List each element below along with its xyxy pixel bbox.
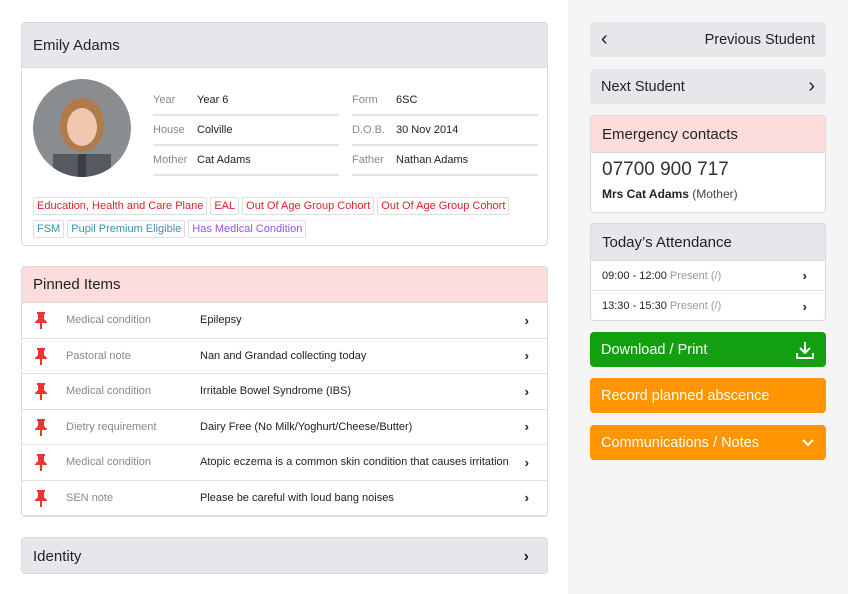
field-value: Nathan Adams <box>396 154 469 166</box>
attendance-session[interactable]: 13:30 - 15:30 Present (/) › <box>591 291 825 320</box>
pinned-item-type: Medical condition <box>66 385 151 398</box>
pin-icon <box>35 312 47 330</box>
record-absence-button[interactable]: Record planned abscence <box>590 378 826 413</box>
field-year: Year Year 6 <box>153 86 339 116</box>
chevron-right-icon: › <box>524 490 529 506</box>
field-mother: Mother Cat Adams <box>153 146 339 176</box>
pin-icon <box>35 489 47 507</box>
pin-icon <box>35 454 47 472</box>
chevron-right-icon: › <box>524 419 529 435</box>
chevron-left-icon: ‹ <box>601 28 608 50</box>
previous-student-button[interactable]: ‹ Previous Student <box>590 22 826 57</box>
field-dob: D.O.B. 30 Nov 2014 <box>352 116 538 146</box>
chevron-right-icon: › <box>523 547 529 565</box>
field-label: Year <box>153 94 176 106</box>
field-label: Form <box>352 94 378 106</box>
next-student-label: Next Student <box>601 78 685 95</box>
download-print-button[interactable]: Download / Print <box>590 332 826 367</box>
download-icon <box>796 341 814 359</box>
field-form: Form 6SC <box>352 86 538 116</box>
pinned-item-type: Dietry requirement <box>66 420 157 433</box>
student-photo <box>33 79 131 177</box>
pinned-item-text: Irritable Bowel Syndrome (IBS) <box>200 385 351 398</box>
chevron-right-icon: › <box>802 298 807 314</box>
attendance-title: Today’s Attendance <box>591 224 825 261</box>
session-status: Present (/) <box>669 269 722 282</box>
chevron-right-icon: › <box>808 75 815 97</box>
pinned-item-type: Medical condition <box>66 456 151 469</box>
emergency-contacts-title: Emergency contacts <box>591 116 825 153</box>
tag-list: Education, Health and Care Plane EAL Out O… <box>33 196 533 242</box>
comms-label: Communications / Notes <box>601 434 759 451</box>
pinned-item-text: Atopic eczema is a common skin condition… <box>200 456 509 469</box>
absence-label: Record planned abscence <box>601 387 770 404</box>
attendance-card: Today’s Attendance 09:00 - 12:00 Present… <box>590 223 826 321</box>
field-label: D.O.B. <box>352 124 386 136</box>
chevron-right-icon: › <box>524 348 529 364</box>
chevron-right-icon: › <box>524 454 529 470</box>
field-label: House <box>153 124 185 136</box>
pinned-item-text: Dairy Free (No Milk/Yoghurt/Cheese/Butte… <box>200 420 413 433</box>
field-father: Father Nathan Adams <box>352 146 538 176</box>
download-label: Download / Print <box>601 341 708 358</box>
pinned-item-type: SEN note <box>66 491 114 504</box>
session-status: Present (/) <box>669 300 722 312</box>
student-tag: FSM <box>33 220 65 238</box>
pin-icon <box>35 418 47 436</box>
communications-notes-dropdown[interactable]: Communications / Notes <box>590 425 826 460</box>
chevron-right-icon: › <box>524 383 529 399</box>
pinned-item-row[interactable]: Medical condition Irritable Bowel Syndrom… <box>22 374 547 410</box>
chevron-right-icon: › <box>802 268 807 283</box>
pinned-item-text: Please be careful with loud bang noises <box>200 491 394 504</box>
pinned-items-title: Pinned Items <box>22 267 547 303</box>
session-time: 09:00 - 12:00 <box>602 269 667 282</box>
pinned-item-row[interactable]: Dietry requirement Dairy Free (No Milk/Yo… <box>22 410 547 445</box>
student-tag: EAL <box>210 197 240 215</box>
pin-icon <box>35 383 47 401</box>
pinned-item-row[interactable]: Medical condition Epilepsy › <box>22 303 547 339</box>
emergency-contacts-card: Emergency contacts 07700 900 717 Mrs Cat… <box>590 115 826 213</box>
previous-student-label: Previous Student <box>704 31 815 48</box>
field-value: 30 Nov 2014 <box>396 124 459 136</box>
student-tag: Pupil Premium Eligible <box>67 220 186 238</box>
field-value: Cat Adams <box>197 154 251 166</box>
field-label: Mother <box>153 154 188 166</box>
pinned-item-text: Epilepsy <box>200 314 242 327</box>
pinned-item-row[interactable]: SEN note Please be careful with loud bang… <box>22 481 547 516</box>
contact-relation: (Mother) <box>692 187 738 201</box>
pinned-item-text: Nan and Grandad collecting today <box>200 349 367 362</box>
session-time: 13:30 - 15:30 <box>602 300 667 312</box>
pin-icon <box>35 347 47 365</box>
student-tag: Has Medical Condition <box>188 220 307 238</box>
pinned-item-type: Medical condition <box>66 314 151 327</box>
identity-title: Identity <box>33 548 82 565</box>
next-student-button[interactable]: Next Student › <box>590 69 826 104</box>
field-value: Colville <box>197 124 233 136</box>
field-label: Father <box>352 154 384 166</box>
pinned-item-row[interactable]: Medical condition Atopic eczema is a comm… <box>22 445 547 481</box>
field-value: 6SC <box>396 94 418 106</box>
field-house: House Colville <box>153 116 339 146</box>
chevron-right-icon: › <box>524 312 529 328</box>
pinned-items-card: Pinned Items Medical condition Epilepsy › P… <box>21 266 548 517</box>
student-tag: Education, Health and Care Plane <box>33 197 208 215</box>
field-value: Year 6 <box>197 94 229 106</box>
pinned-item-type: Pastoral note <box>66 349 131 362</box>
contact-name: Mrs Cat Adams <box>602 187 689 201</box>
student-card: Emily Adams Year Year 6 Form 6SC House Colv… <box>21 22 548 246</box>
emergency-phone[interactable]: 07700 900 717 <box>602 159 729 180</box>
chevron-down-icon <box>802 438 814 446</box>
identity-section[interactable]: Identity › <box>21 537 548 574</box>
student-tag: Out Of Age Group Cohort <box>242 197 375 215</box>
attendance-session[interactable]: 09:00 - 12:00 Present (/) › <box>591 261 825 291</box>
student-name: Emily Adams <box>22 23 547 68</box>
student-tag: Out Of Age Group Cohort <box>377 197 510 215</box>
pinned-item-row[interactable]: Pastoral note Nan and Grandad collecting … <box>22 339 547 374</box>
